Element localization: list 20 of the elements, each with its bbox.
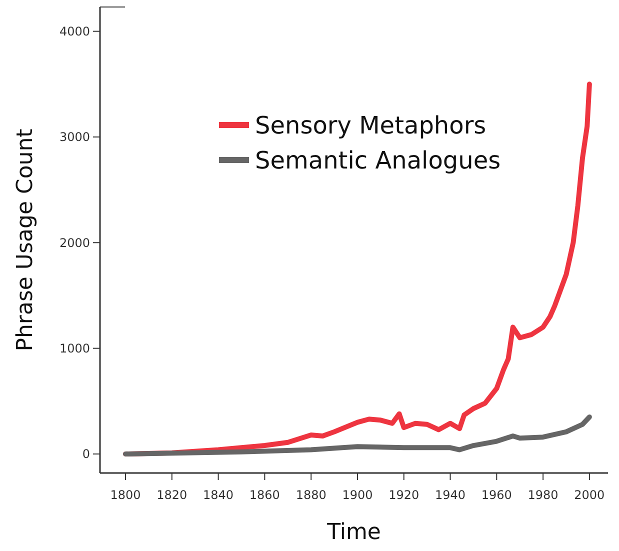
x-tick-label: 1860	[249, 488, 280, 502]
legend-label: Sensory Metaphors	[255, 111, 486, 140]
x-tick-label: 1980	[528, 488, 558, 502]
x-tick-label: 1900	[342, 488, 373, 502]
y-tick-label: 4000	[59, 24, 90, 39]
y-tick-label: 3000	[59, 130, 90, 144]
x-tick-label: 2000	[574, 488, 605, 502]
x-tick-label: 1880	[296, 488, 326, 502]
x-tick-label: 1840	[203, 488, 234, 502]
x-tick-label: 1800	[110, 488, 141, 502]
legend-label: Semantic Analogues	[255, 146, 501, 174]
x-tick-label: 1960	[481, 488, 512, 502]
x-tick-label: 1820	[156, 488, 188, 502]
x-tick-label: 1940	[434, 488, 466, 502]
x-tick-label: 1920	[388, 488, 420, 502]
x-axis-title: Time	[326, 520, 381, 545]
y-tick-label: 2000	[59, 236, 90, 250]
y-tick-label: 1000	[59, 342, 90, 356]
y-axis-title: Phrase Usage Count	[13, 128, 38, 352]
y-tick-label: 0	[82, 447, 90, 462]
